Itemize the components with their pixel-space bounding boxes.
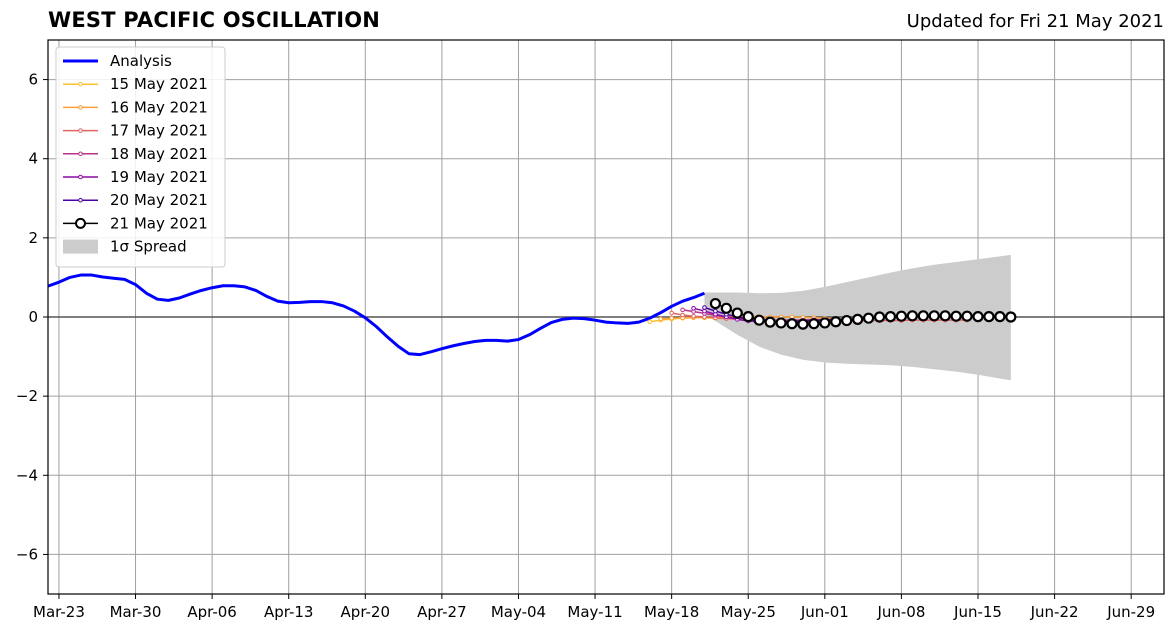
- legend-item: 16 May 2021: [63, 98, 208, 116]
- x-tick-label: Apr-27: [417, 603, 467, 621]
- y-tick-label: 2: [28, 229, 38, 247]
- current-forecast-point: [731, 307, 743, 319]
- legend-swatch-marker: [78, 105, 83, 110]
- forecast-point: [702, 305, 707, 310]
- y-tick-label: 4: [28, 150, 38, 168]
- legend-label: 17 May 2021: [110, 122, 208, 140]
- series-group: [47, 273, 1017, 357]
- y-tick-label: −4: [16, 466, 38, 484]
- chart-title: WEST PACIFIC OSCILLATION: [48, 8, 381, 32]
- x-tick-label: Apr-06: [187, 603, 237, 621]
- legend-item: 17 May 2021: [63, 122, 208, 140]
- legend-swatch-marker: [75, 217, 86, 229]
- current-forecast-point: [873, 311, 886, 323]
- legend-label: 16 May 2021: [110, 98, 208, 116]
- forecast-point: [669, 315, 674, 321]
- current-forecast-point: [709, 297, 722, 310]
- current-forecast-point: [961, 310, 973, 322]
- current-forecast-point: [764, 316, 776, 328]
- forecast-point: [680, 312, 685, 318]
- legend-item: 20 May 2021: [63, 191, 208, 209]
- x-tick-label: May-11: [567, 603, 622, 621]
- current-forecast-point: [775, 317, 787, 329]
- x-tick-label: Apr-13: [264, 603, 314, 621]
- current-forecast-point: [928, 310, 940, 322]
- current-forecast-point: [862, 312, 875, 324]
- x-tick-label: Mar-23: [33, 603, 85, 621]
- legend-label: 21 May 2021: [110, 214, 208, 232]
- x-tick-label: Jun-08: [876, 603, 925, 621]
- forecast-point: [691, 305, 696, 311]
- legend-item: Analysis: [63, 52, 172, 70]
- current-forecast-point: [753, 314, 765, 326]
- legend-label: 15 May 2021: [110, 75, 208, 93]
- legend-item: 1σ Spread: [63, 238, 187, 256]
- legend-label: 18 May 2021: [110, 145, 208, 163]
- current-forecast-point: [1005, 311, 1017, 323]
- forecast-point: [713, 308, 718, 314]
- legend-swatch-spread: [63, 239, 98, 254]
- forecast-point: [658, 316, 664, 322]
- analysis-line: [47, 273, 706, 357]
- current-forecast-point: [939, 310, 951, 322]
- forecast-point: [691, 313, 696, 319]
- legend-label: 19 May 2021: [110, 168, 208, 186]
- current-forecast-point: [797, 318, 809, 330]
- axis-tick-labels: Mar-23 Mar-30 Apr-06 Apr-13 Apr-20 Apr-27 May-…: [16, 71, 1155, 621]
- current-forecast-point: [841, 314, 853, 327]
- current-forecast-point: [830, 316, 842, 328]
- legend: Analysis 15 May 2021 16 May 2021 17 May 202…: [55, 46, 226, 268]
- x-tick-label: Jun-01: [800, 603, 849, 621]
- y-tick-label: −2: [16, 387, 38, 405]
- y-tick-label: 0: [28, 308, 38, 326]
- legend-swatch-marker: [78, 128, 83, 133]
- legend-label: Analysis: [110, 52, 172, 70]
- current-forecast-point: [884, 311, 897, 323]
- current-forecast-point: [983, 311, 995, 323]
- legend-item: 19 May 2021: [63, 168, 208, 186]
- y-tick-label: −6: [16, 545, 38, 563]
- legend-item: 18 May 2021: [63, 145, 208, 163]
- legend-label: 1σ Spread: [110, 238, 187, 256]
- y-tick-label: 6: [28, 71, 38, 89]
- forecast-point: [680, 307, 685, 313]
- current-forecast-point: [950, 310, 962, 322]
- current-forecast-point: [742, 311, 754, 323]
- legend-label: 20 May 2021: [110, 191, 208, 209]
- current-forecast-point: [819, 317, 831, 329]
- updated-date: Updated for Fri 21 May 2021: [906, 11, 1164, 32]
- legend-item: 21 May 2021: [63, 214, 208, 232]
- current-forecast-point: [994, 311, 1006, 323]
- current-forecast-point: [895, 310, 908, 322]
- legend-swatch-marker: [78, 174, 83, 180]
- current-forecast-point: [917, 310, 929, 322]
- current-forecast-point: [808, 318, 820, 330]
- legend-item: 15 May 2021: [63, 75, 208, 93]
- legend-box: [55, 46, 226, 268]
- legend-swatch-marker: [78, 81, 83, 87]
- x-tick-label: May-04: [491, 603, 546, 621]
- legend-swatch-marker: [78, 151, 83, 157]
- current-forecast-point: [852, 313, 864, 325]
- legend-swatch-marker: [78, 197, 83, 203]
- current-forecast-point: [786, 318, 798, 330]
- x-tick-label: Jun-22: [1030, 603, 1079, 621]
- forecast-point: [647, 319, 653, 325]
- forecast-point: [702, 308, 707, 314]
- x-tick-label: May-25: [721, 603, 776, 621]
- current-forecast-point: [906, 310, 918, 322]
- current-forecast-point: [972, 311, 984, 323]
- current-forecast-point: [720, 302, 732, 314]
- forecast-point: [669, 310, 674, 316]
- x-tick-label: Jun-15: [953, 603, 1002, 621]
- x-tick-label: May-18: [644, 603, 699, 621]
- x-tick-label: Jun-29: [1106, 603, 1155, 621]
- x-tick-label: Apr-20: [341, 603, 391, 621]
- x-tick-label: Mar-30: [110, 603, 162, 621]
- forecast-point: [702, 314, 707, 320]
